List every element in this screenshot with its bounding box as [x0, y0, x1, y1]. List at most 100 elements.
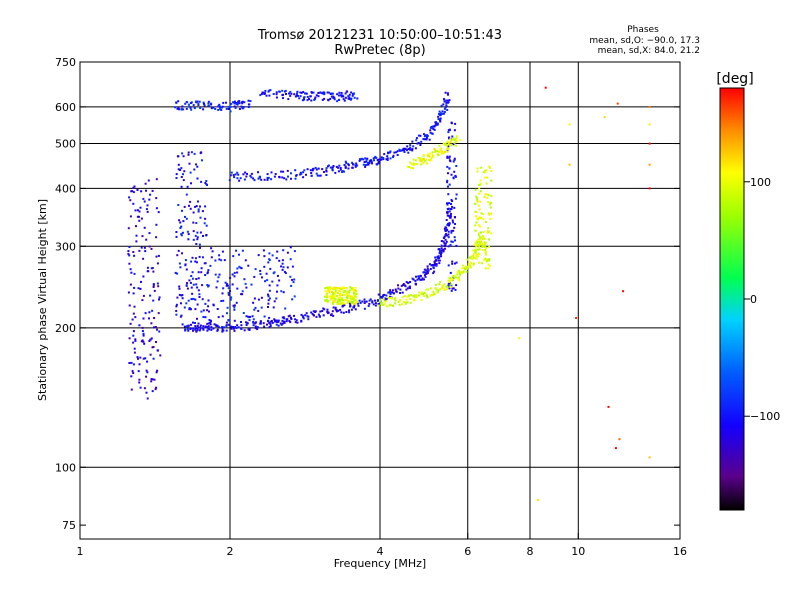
echo-point — [259, 94, 262, 97]
echo-point — [425, 288, 428, 291]
echo-point — [256, 326, 259, 329]
echo-point — [342, 304, 345, 307]
echo-point — [426, 296, 429, 299]
echo-point — [446, 179, 449, 182]
echo-point — [395, 290, 398, 293]
echo-point — [202, 316, 205, 318]
echo-point — [259, 320, 262, 323]
echo-point — [331, 302, 334, 305]
echo-point — [139, 206, 142, 209]
echo-point — [446, 228, 449, 231]
echo-point — [412, 164, 415, 167]
echo-point — [469, 264, 472, 267]
echo-point — [207, 305, 210, 308]
echo-point — [337, 170, 340, 173]
echo-point — [575, 317, 578, 319]
echo-point — [140, 246, 143, 249]
echo-point — [452, 176, 455, 179]
echo-point — [294, 321, 297, 324]
echo-point — [333, 288, 335, 291]
echo-point — [475, 197, 478, 200]
echo-point — [382, 297, 385, 300]
echo-point — [197, 102, 200, 105]
echo-point — [190, 323, 192, 326]
echo-point — [478, 261, 481, 264]
echo-point — [449, 160, 452, 163]
echo-point — [142, 294, 145, 297]
echo-point — [360, 157, 363, 160]
echo-point — [386, 157, 389, 160]
echo-point — [452, 143, 455, 146]
echo-point — [439, 249, 441, 252]
echo-point — [455, 144, 458, 147]
echo-point — [269, 267, 272, 270]
echo-point — [442, 103, 445, 106]
echo-point — [485, 182, 488, 185]
echo-point — [389, 157, 392, 160]
echo-point — [450, 284, 453, 287]
echo-point — [338, 289, 340, 292]
echo-point — [295, 174, 298, 177]
echo-point — [347, 301, 349, 304]
echo-point — [432, 272, 435, 275]
echo-point — [409, 146, 412, 149]
echo-point — [388, 304, 391, 307]
echo-point — [448, 99, 451, 102]
echo-point — [476, 217, 479, 220]
echo-point — [374, 302, 377, 305]
echo-point — [247, 99, 250, 102]
echo-point — [227, 108, 230, 110]
echo-point — [475, 257, 477, 260]
echo-point — [447, 233, 450, 236]
echo-point — [355, 290, 358, 293]
echo-point — [314, 97, 316, 100]
echo-point — [437, 259, 440, 262]
echo-point — [425, 137, 428, 139]
echo-point — [233, 327, 235, 330]
echo-point — [431, 151, 434, 154]
echo-point — [152, 357, 155, 360]
echo-point — [453, 226, 456, 229]
echo-point — [310, 99, 313, 102]
echo-point — [339, 300, 342, 303]
echo-point — [333, 98, 336, 101]
echo-point — [228, 179, 231, 182]
echo-point — [227, 284, 230, 287]
echo-point — [401, 291, 404, 294]
echo-point — [289, 94, 292, 97]
echo-point — [355, 300, 358, 303]
echo-point — [425, 272, 428, 275]
echo-point — [358, 299, 361, 302]
echo-point — [419, 274, 422, 277]
echo-point — [259, 175, 261, 178]
echo-point — [178, 287, 181, 290]
echo-point — [265, 94, 268, 97]
echo-point — [441, 248, 444, 251]
echo-point — [295, 319, 298, 322]
echo-point — [437, 289, 440, 292]
echo-point — [195, 100, 198, 103]
echo-point — [189, 207, 192, 210]
echo-point — [603, 116, 606, 119]
echo-point — [415, 294, 418, 297]
echo-point — [478, 184, 481, 186]
x-tick-label: 6 — [464, 545, 471, 558]
echo-point — [192, 211, 195, 214]
echo-point — [343, 304, 346, 307]
echo-point — [139, 287, 142, 290]
echo-point — [447, 245, 450, 248]
echo-point — [257, 254, 260, 257]
echo-point — [253, 275, 256, 278]
echo-point — [204, 262, 207, 265]
echo-point — [479, 243, 481, 246]
echo-point — [389, 295, 391, 298]
echo-point — [270, 178, 273, 181]
echo-point — [200, 267, 203, 270]
echo-point — [206, 271, 209, 274]
echo-point — [475, 255, 478, 258]
echo-point — [249, 315, 252, 318]
echo-point — [262, 91, 265, 94]
echo-point — [346, 296, 349, 299]
echo-point — [243, 101, 246, 104]
echo-point — [432, 264, 435, 266]
